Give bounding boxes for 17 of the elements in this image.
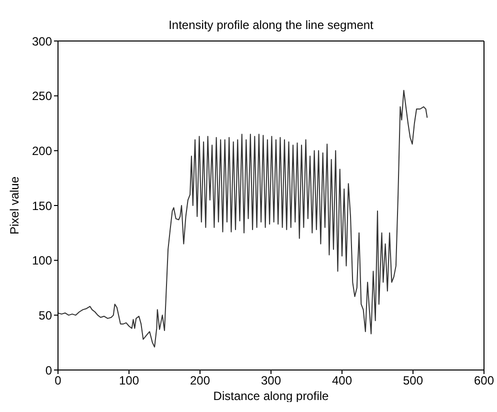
x-tick-label: 0 <box>54 374 62 388</box>
x-tick-label: 300 <box>260 374 282 388</box>
y-axis-title: Pixel value <box>7 176 22 235</box>
chart-title: Intensity profile along the line segment <box>168 18 374 32</box>
x-tick-label: 200 <box>190 374 210 388</box>
y-tick-label: 100 <box>32 254 52 268</box>
y-tick-label: 50 <box>38 308 52 322</box>
x-tick-label: 500 <box>402 374 424 388</box>
line-series <box>58 90 428 348</box>
y-tick-label: 0 <box>45 363 52 378</box>
y-tick-label: 150 <box>32 198 52 213</box>
x-tick-label: 400 <box>332 374 352 388</box>
x-tick-label: 600 <box>474 374 494 388</box>
y-tick-label: 300 <box>32 34 52 48</box>
y-tick-label: 200 <box>32 144 52 158</box>
y-tick-label: 250 <box>32 89 52 104</box>
x-tick-label: 100 <box>118 374 140 388</box>
